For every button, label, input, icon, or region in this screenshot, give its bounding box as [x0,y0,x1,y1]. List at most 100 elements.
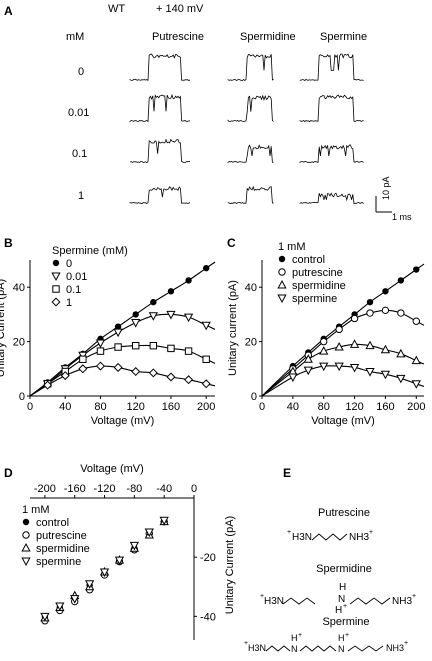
voltage-label: + 140 mV [156,3,204,15]
data-point-1-6 [148,312,158,321]
x-tick-label: -120 [94,483,116,495]
x-tick-label: 200 [407,401,425,413]
chart-d: -200 -160 -120 -80 -40 0 -20 -40 Voltage (mV) Uni… [21,463,236,640]
data-point-3-2 [78,364,88,374]
data-point-2-1 [303,354,313,363]
data-point-3-1 [60,371,70,381]
legend-marker-2 [21,542,31,552]
legend-label-3: 1 [66,297,72,309]
data-point-3-9 [201,379,211,389]
data-point-3-2 [70,595,80,604]
data-point-2-8 [411,355,421,365]
amine-group: H3N [264,596,284,607]
data-point-3-5 [365,368,375,377]
y-axis-label: Unitary Current (pA) [0,279,7,377]
data-point-2-9 [202,355,210,363]
x-tick-label: 80 [318,401,330,413]
data-point-3-0 [288,373,298,383]
conc-label-1: 1 [78,190,85,202]
data-point-0-6 [382,288,389,295]
data-point-2-5 [365,340,375,350]
hydrogen: H [335,605,342,616]
data-point-3-5 [114,556,125,566]
y-tick-label: 40 [245,282,257,294]
legend-title: Spermine (mM) [52,245,128,257]
data-point-3-3 [334,362,344,372]
y-tick-label: -20 [200,552,216,564]
trace-row3-col1 [227,185,274,205]
legend-label-1: 0.01 [66,271,87,283]
data-point-3-4 [349,363,360,373]
scale-time-label: 1 ms [392,212,412,222]
x-axis-label: Voltage (mV) [80,463,144,475]
fit-curve-1 [29,313,216,397]
x-axis-label: Voltage (mV) [91,415,155,427]
data-point-3-0 [40,612,50,622]
channel-traces [129,53,364,205]
data-point-1-9 [201,321,211,331]
charge: + [345,632,349,639]
x-tick-label: 0 [191,483,197,495]
legend-label-0: control [292,254,325,266]
data-point-2-3 [96,347,105,355]
hydrogen: H [291,633,298,643]
legend-label-0: control [36,517,69,529]
data-point-3-2 [319,362,329,372]
data-point-1-8 [183,313,194,323]
concentration-header: mM [66,31,85,43]
x-axis-label: Voltage (mV) [311,415,375,427]
legend-marker-1 [278,268,286,276]
data-point-3-5 [131,367,141,377]
data-point-3-7 [166,372,176,382]
data-point-2-2 [319,346,329,355]
legend-title: 1 mM [22,504,50,516]
chart-c: 0 40 80 120 160 200 0 20 40 Voltage (mV) Unitary c… [227,241,425,427]
y-tick-label: 40 [13,282,25,294]
legend-marker-0 [22,518,30,526]
x-tick-label: 0 [259,401,265,413]
charge: + [404,640,408,647]
legend-marker-1 [22,531,30,539]
y-tick-label: 0 [251,391,257,403]
data-point-3-6 [148,368,158,378]
data-point-3-0 [43,380,53,390]
x-tick-label: -80 [126,483,142,495]
charge: + [287,529,291,536]
amine-group: NH3 [386,643,404,653]
y-tick-label: 20 [13,337,25,349]
carbon-chain [299,645,337,652]
x-tick-label: 160 [162,401,180,413]
charge: + [260,593,264,600]
data-point-1-3 [335,325,343,334]
charge: + [369,529,373,536]
x-tick-label: 120 [345,401,363,413]
x-tick-label: 80 [94,401,106,413]
trace-row0-col0 [129,53,191,81]
y-tick-label: -40 [200,611,216,623]
trace-row0-col2 [299,53,364,81]
genotype-label: WT [108,3,126,15]
data-point-0-7 [167,288,175,295]
legend-label-2: 0.1 [66,284,81,296]
carbon-chain [282,597,316,605]
amine-group: H3N [248,643,266,653]
legend-marker-2 [52,285,60,293]
chart-b: 0 40 80 120 160 200 0 20 40 Voltage (mV) Unitary C… [0,245,215,427]
panel-b-letter: B [4,236,13,250]
data-point-1-7 [166,310,176,320]
data-point-1-6 [381,306,390,315]
nitrogen: N [338,594,345,605]
trace-row1-col2 [299,94,364,123]
trace-row0-col1 [227,54,274,82]
data-point-1-7 [397,309,405,317]
x-tick-label: -200 [34,483,56,495]
carbon-chain [265,645,291,652]
data-point-2-2 [79,355,87,363]
y-tick-label: 0 [19,391,25,403]
column-label-spermine: Spermine [320,31,368,43]
data-point-3-6 [380,370,391,380]
scale-bar [375,196,392,213]
data-point-0-9 [202,264,210,272]
data-point-0-5 [132,311,139,318]
